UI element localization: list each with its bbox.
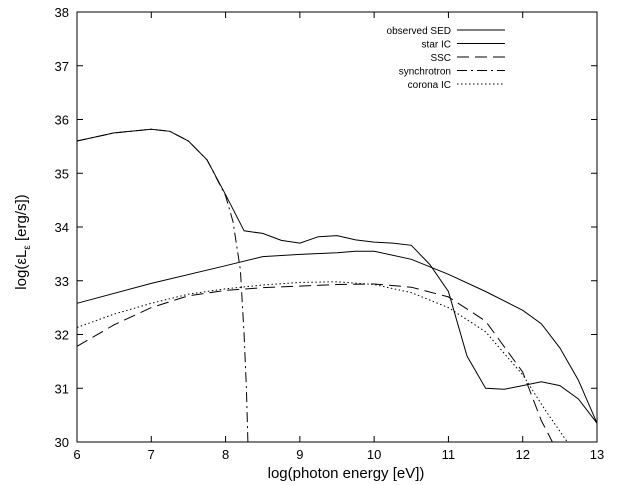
x-axis-title: log(photon energy [eV])	[268, 465, 425, 482]
y-tick-label: 35	[55, 166, 69, 181]
x-tick-label: 6	[73, 447, 80, 462]
legend: observed SED star IC SSC synchrotron corona …	[387, 26, 505, 91]
x-tick-label: 8	[222, 447, 229, 462]
y-tick-label: 32	[55, 328, 69, 343]
y-tick-label: 33	[55, 274, 69, 289]
legend-label: observed SED	[387, 26, 451, 37]
x-tick-label: 10	[367, 447, 381, 462]
x-tick-label: 13	[590, 447, 604, 462]
legend-label: corona IC	[408, 80, 451, 91]
y-tick-label: 36	[55, 113, 69, 128]
data-series	[76, 128, 598, 443]
legend-label: synchrotron	[399, 67, 451, 78]
y-tick-label: 31	[55, 381, 69, 396]
plot-frame	[76, 11, 598, 443]
series-line-synchrotron	[76, 128, 249, 443]
series-line-ssc	[76, 283, 553, 443]
series-line-star-ic	[76, 250, 598, 424]
y-tick-label: 30	[55, 435, 69, 450]
y-axis-title: log(εLε [erg/s])	[13, 194, 33, 289]
legend-label: star IC	[422, 40, 451, 51]
series-line-observed-sed	[76, 128, 598, 424]
y-tick-label: 37	[55, 59, 69, 74]
x-tick-label: 11	[442, 447, 456, 462]
x-tick-label: 9	[296, 447, 303, 462]
series-line-corona-ic	[76, 281, 568, 443]
axis-ticks: 6 7 8 9 10 11 12 13 30 31 32 33 34 35 36 37 38	[55, 5, 605, 462]
y-tick-label: 34	[55, 220, 69, 235]
y-tick-label: 38	[55, 5, 69, 20]
plot-border	[76, 11, 598, 443]
legend-label: SSC	[430, 53, 451, 64]
x-tick-label: 7	[148, 447, 155, 462]
x-tick-label: 12	[515, 447, 529, 462]
